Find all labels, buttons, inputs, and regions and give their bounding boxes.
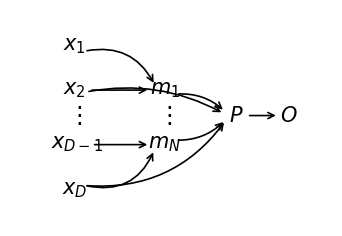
Text: $\vdots$: $\vdots$ bbox=[157, 105, 172, 128]
Text: $m_N$: $m_N$ bbox=[148, 135, 181, 154]
Text: $m_1$: $m_1$ bbox=[149, 80, 180, 100]
Text: $x_{D-1}$: $x_{D-1}$ bbox=[51, 135, 103, 154]
Text: $x_1$: $x_1$ bbox=[63, 37, 86, 56]
Text: $x_2$: $x_2$ bbox=[63, 80, 86, 100]
Text: $O$: $O$ bbox=[280, 105, 298, 126]
Text: $P$: $P$ bbox=[229, 105, 244, 126]
Text: $\vdots$: $\vdots$ bbox=[67, 105, 82, 128]
Text: $x_D$: $x_D$ bbox=[62, 180, 87, 200]
